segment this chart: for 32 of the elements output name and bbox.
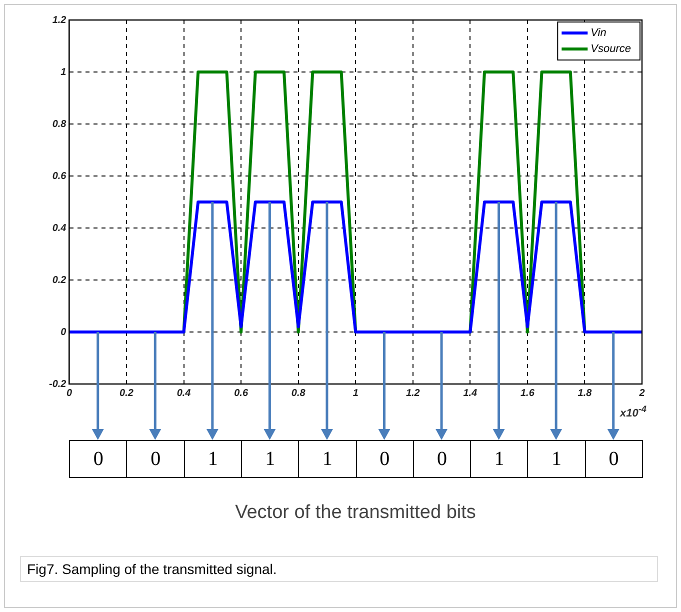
- annotation: 1: [471, 441, 528, 477]
- annotation: 0: [608, 447, 620, 472]
- x-tick-label: 0.2: [120, 388, 134, 399]
- y-tick-label: 0: [60, 326, 67, 338]
- text: Vector of the transmitted bits: [235, 502, 476, 524]
- annotation: 1: [528, 441, 586, 477]
- x-tick-label: 0.8: [291, 388, 306, 399]
- y-tick-label: 0.4: [52, 222, 67, 234]
- y-tick-label: 0.8: [52, 118, 67, 130]
- y-tick-label: 0.6: [52, 170, 67, 182]
- y-tick-label: 1: [60, 66, 67, 78]
- x-tick-label: 1.8: [578, 388, 592, 399]
- caption: Fig7. Sampling of the transmitted signal.: [20, 556, 658, 582]
- x-tick-label: 1.4: [463, 388, 478, 399]
- x-tick-label: 2: [638, 388, 646, 399]
- annotation: 1: [242, 441, 300, 477]
- annotation: 0: [127, 441, 185, 477]
- x-axis-title: x10$^{-4}$: [620, 404, 647, 420]
- annotation: 0: [356, 441, 414, 477]
- x-tick-label: 1.2: [406, 388, 420, 399]
- x-tick-label: 1: [352, 388, 359, 399]
- annotation: 0: [414, 441, 472, 477]
- annotation: 1: [184, 441, 242, 477]
- y-tick-label: -0.2: [48, 378, 67, 390]
- x-tick-label: 0.4: [176, 388, 192, 399]
- y-tick-label: 1.2: [52, 14, 67, 26]
- x-tick-label: 1.6: [520, 388, 535, 399]
- y-tick-label: 0.2: [52, 274, 67, 286]
- x-tick-label: 0.6: [234, 388, 248, 399]
- annotation: 1: [299, 441, 357, 477]
- legend-label: Vin: [590, 27, 606, 40]
- legend-label: Vsource: [590, 43, 632, 56]
